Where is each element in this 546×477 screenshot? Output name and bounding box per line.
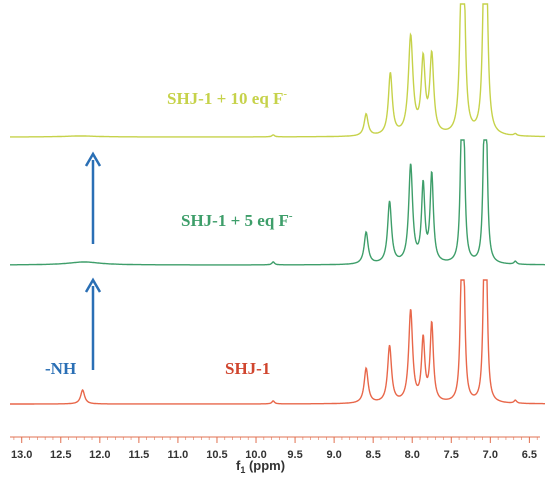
x-tick-label: 11.5 <box>128 449 149 461</box>
x-tick-label: 6.5 <box>522 449 537 461</box>
series-label-10eq: SHJ-1 + 10 eq F- <box>167 88 287 108</box>
x-tick-label: 9.5 <box>287 449 302 461</box>
x-tick-label: 7.0 <box>483 449 498 461</box>
x-tick-label: 9.0 <box>326 449 341 461</box>
x-tick-label: 12.5 <box>50 449 71 461</box>
x-tick-label: 10.5 <box>206 449 227 461</box>
x-tick-label: 7.5 <box>444 449 459 461</box>
x-tick-label: 8.5 <box>366 449 381 461</box>
x-axis-label: f1 (ppm) <box>236 458 285 475</box>
x-tick-label: 13.0 <box>11 449 32 461</box>
x-tick-label: 8.0 <box>405 449 420 461</box>
series-label-5eq: SHJ-1 + 5 eq F- <box>181 210 293 230</box>
nh-annotation: -NH <box>45 359 76 378</box>
arrow-up-upper <box>84 151 102 244</box>
spectrum-line-2 <box>10 139 545 266</box>
series-label-free: SHJ-1 <box>225 359 270 378</box>
spectrum-line-1 <box>10 3 546 138</box>
x-tick-label: 11.0 <box>168 449 189 461</box>
x-tick-label: 12.0 <box>89 449 110 461</box>
x-tick-label: 10.0 <box>245 449 266 461</box>
spectrum-line-3 <box>10 279 545 405</box>
arrow-up-lower <box>84 277 102 370</box>
spectrum-traces <box>10 3 546 405</box>
x-axis: 13.0 12.5 12.0 11.5 11.0 10.5 10.0 9.5 9.0 8.5 8.0… <box>10 436 540 461</box>
